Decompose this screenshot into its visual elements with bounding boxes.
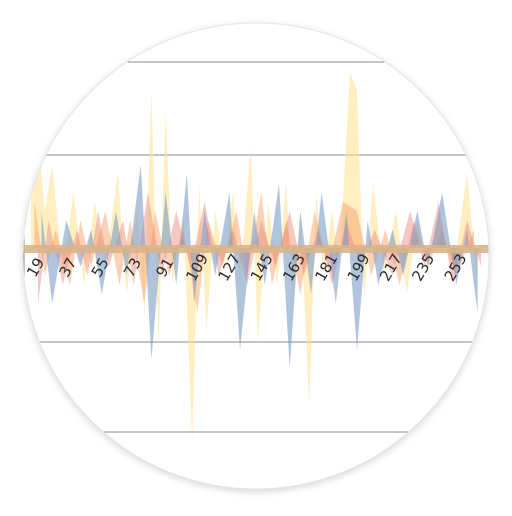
x-axis-band — [23, 245, 489, 253]
icon-rim — [22, 22, 490, 490]
series-area-4 — [41, 164, 478, 369]
series-area-2 — [34, 192, 475, 313]
